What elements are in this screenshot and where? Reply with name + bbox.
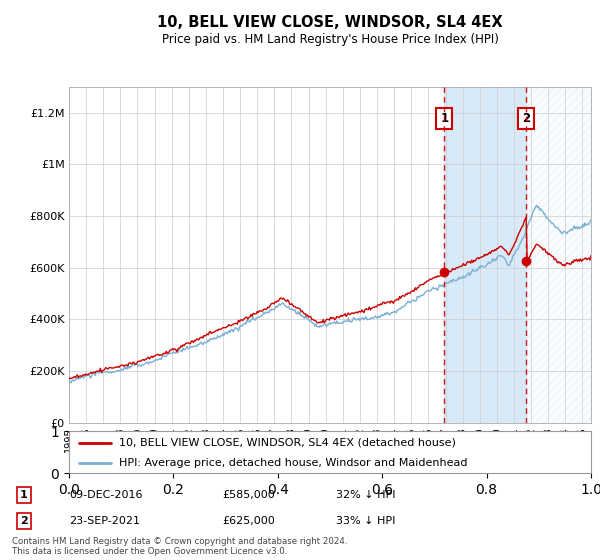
Text: £625,000: £625,000 — [222, 516, 275, 526]
Text: Price paid vs. HM Land Registry's House Price Index (HPI): Price paid vs. HM Land Registry's House … — [161, 32, 499, 46]
Text: 23-SEP-2021: 23-SEP-2021 — [69, 516, 140, 526]
Bar — [445, 87, 526, 423]
Text: 1: 1 — [440, 112, 448, 125]
Text: 10, BELL VIEW CLOSE, WINDSOR, SL4 4EX: 10, BELL VIEW CLOSE, WINDSOR, SL4 4EX — [157, 15, 503, 30]
Text: 1: 1 — [20, 490, 28, 500]
Text: HPI: Average price, detached house, Windsor and Maidenhead: HPI: Average price, detached house, Wind… — [119, 458, 467, 468]
Text: £585,000: £585,000 — [222, 490, 275, 500]
Text: 2: 2 — [522, 112, 530, 125]
Text: 10, BELL VIEW CLOSE, WINDSOR, SL4 4EX (detached house): 10, BELL VIEW CLOSE, WINDSOR, SL4 4EX (d… — [119, 438, 455, 448]
Text: 33% ↓ HPI: 33% ↓ HPI — [336, 516, 395, 526]
Bar — [526, 87, 591, 423]
Text: 32% ↓ HPI: 32% ↓ HPI — [336, 490, 395, 500]
Text: Contains HM Land Registry data © Crown copyright and database right 2024.
This d: Contains HM Land Registry data © Crown c… — [12, 536, 347, 556]
Text: 2: 2 — [20, 516, 28, 526]
Bar — [526, 87, 591, 423]
Text: 09-DEC-2016: 09-DEC-2016 — [69, 490, 143, 500]
